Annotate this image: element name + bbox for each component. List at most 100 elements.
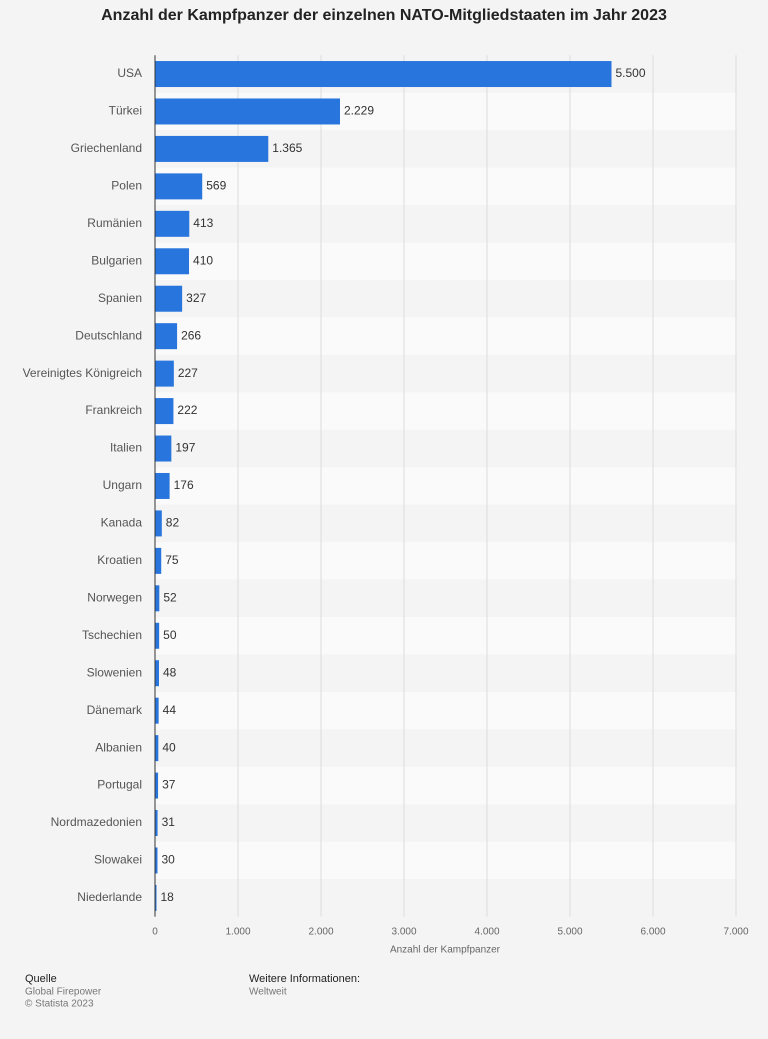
bar	[155, 510, 162, 537]
x-tick-label: 7.000	[723, 926, 748, 937]
row-band	[155, 542, 737, 580]
y-tick-label: Kroatien	[97, 553, 142, 567]
value-label: 176	[174, 478, 194, 492]
y-tick-label: Deutschland	[75, 328, 142, 342]
x-axis-label: Anzahl der Kampfpanzer	[390, 945, 501, 956]
row-band	[155, 691, 737, 730]
value-label: 50	[163, 628, 177, 642]
chart-title: Anzahl der Kampfpanzer der einzelnen NAT…	[101, 7, 667, 24]
y-tick-label: Slowakei	[94, 853, 142, 867]
value-label: 18	[160, 890, 174, 904]
source: Global Firepower	[25, 987, 102, 998]
row-band	[155, 579, 737, 618]
bar	[155, 622, 160, 649]
y-tick-label: Frankreich	[85, 403, 142, 417]
value-label: 31	[162, 815, 176, 829]
row-band	[155, 654, 737, 692]
row-band	[155, 392, 737, 430]
value-label: 82	[166, 516, 180, 530]
y-tick-label: Nordmazedonien	[51, 815, 142, 829]
y-tick-label: USA	[117, 66, 142, 80]
info: Weltweit	[249, 987, 287, 998]
row-band	[155, 167, 737, 206]
x-tick-label: 0	[152, 926, 158, 937]
row-band	[155, 766, 737, 805]
value-label: 40	[162, 740, 176, 754]
row-band	[155, 729, 737, 767]
row-band	[155, 354, 737, 393]
bar	[155, 61, 612, 88]
y-tick-label: Ungarn	[103, 478, 142, 492]
value-label: 48	[163, 665, 177, 679]
row-band	[155, 280, 737, 318]
bar	[155, 810, 158, 837]
bar	[155, 398, 174, 425]
bar	[155, 210, 190, 237]
bar	[155, 472, 170, 499]
x-tick-label: 3.000	[391, 926, 416, 937]
row-band	[155, 429, 737, 468]
row-band	[155, 504, 737, 543]
x-tick-label: 4.000	[474, 926, 499, 937]
bar	[155, 772, 159, 799]
value-label: 413	[193, 216, 213, 230]
bar	[155, 248, 190, 275]
value-label: 44	[163, 703, 177, 717]
value-label: 197	[175, 441, 195, 455]
value-label: 2.229	[344, 104, 374, 118]
row-band	[155, 841, 737, 880]
value-label: 569	[206, 179, 226, 193]
bar	[155, 547, 162, 574]
value-label: 227	[178, 366, 198, 380]
row-band	[155, 617, 737, 655]
x-tick-label: 1.000	[225, 926, 250, 937]
x-tick-label: 5.000	[557, 926, 582, 937]
value-label: 1.365	[272, 141, 302, 155]
row-band	[155, 317, 737, 355]
copyright: © Statista 2023	[25, 999, 94, 1010]
row-band	[155, 879, 737, 917]
row-band	[155, 804, 737, 842]
bar	[155, 435, 172, 462]
y-tick-label: Italien	[110, 441, 142, 455]
value-label: 410	[193, 253, 213, 267]
bar	[155, 585, 160, 612]
bar	[155, 98, 341, 125]
bar	[155, 735, 159, 762]
value-label: 75	[165, 553, 179, 567]
y-tick-label: Albanien	[95, 740, 142, 754]
bar	[155, 360, 174, 387]
y-tick-label: Türkei	[109, 104, 142, 118]
bar	[155, 173, 203, 200]
row-band	[155, 467, 737, 505]
value-label: 30	[161, 853, 175, 867]
y-tick-label: Vereinigtes Königreich	[23, 366, 142, 380]
y-tick-label: Griechenland	[71, 141, 142, 155]
y-tick-label: Tschechien	[82, 628, 142, 642]
y-tick-label: Bulgarien	[91, 253, 142, 267]
bar	[155, 323, 178, 350]
bar	[155, 660, 159, 687]
source-title: Quelle	[25, 973, 57, 985]
value-label: 266	[181, 328, 201, 342]
bar	[155, 847, 158, 874]
y-tick-label: Rumänien	[87, 216, 142, 230]
info-title: Weitere Informationen:	[249, 973, 360, 985]
value-label: 5.500	[616, 66, 646, 80]
y-tick-label: Norwegen	[87, 590, 142, 604]
y-tick-label: Dänemark	[87, 703, 143, 717]
y-tick-label: Slowenien	[87, 665, 142, 679]
y-tick-label: Kanada	[101, 516, 143, 530]
bar	[155, 135, 269, 162]
y-tick-label: Niederlande	[77, 890, 142, 904]
row-band	[155, 205, 737, 243]
bar	[155, 697, 159, 724]
value-label: 222	[177, 403, 197, 417]
bar	[155, 884, 157, 911]
x-tick-label: 2.000	[308, 926, 333, 937]
row-band	[155, 242, 737, 280]
y-tick-label: Spanien	[98, 291, 142, 305]
y-tick-label: Polen	[111, 179, 142, 193]
